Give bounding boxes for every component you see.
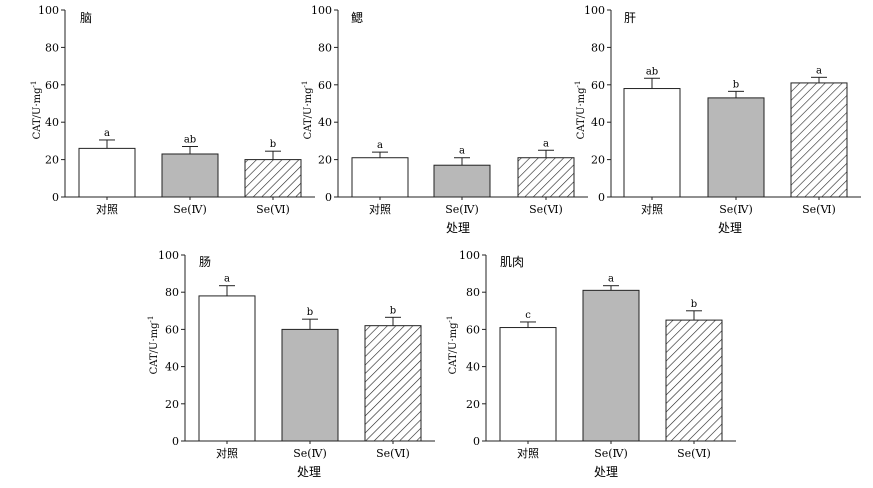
x-tick-label: 对照: [369, 202, 391, 216]
y-tick-label: 80: [591, 41, 605, 54]
panel-title: 鳃: [351, 11, 363, 25]
y-tick-label: 60: [165, 323, 179, 336]
y-axis-label: CAT/U·mg-1: [574, 81, 587, 140]
bar: [707, 97, 765, 198]
bar: [623, 88, 681, 198]
significance-label: ab: [646, 66, 658, 77]
x-tick-label: Se(Ⅵ): [677, 447, 711, 460]
bar: [281, 328, 339, 442]
bar: [364, 325, 422, 442]
x-tick-label: Se(Ⅵ): [529, 203, 563, 216]
y-axis-label: CAT/U·mg-1: [301, 81, 314, 140]
x-tick-label: Se(Ⅵ): [376, 447, 410, 460]
significance-label: a: [543, 138, 549, 149]
y-axis-label: CAT/U·mg-1: [147, 316, 160, 375]
x-tick-label: Se(Ⅳ): [293, 447, 327, 460]
x-tick-label: Se(Ⅳ): [445, 203, 479, 216]
significance-label: a: [816, 65, 822, 76]
y-tick-label: 0: [473, 435, 480, 448]
x-tick-label: Se(Ⅳ): [173, 203, 207, 216]
bar: [78, 147, 136, 198]
y-tick-label: 20: [45, 154, 59, 167]
bar: [665, 319, 723, 442]
significance-label: b: [307, 307, 313, 318]
bar: [582, 289, 640, 442]
y-tick-label: 40: [318, 116, 332, 129]
y-tick-label: 60: [318, 79, 332, 92]
y-tick-label: 0: [52, 191, 59, 204]
panel-gill: 鳃 CAT/U·mg-1 处理 0 20 40 60 80 100 a 对照 a Se(Ⅳ) a Se…: [301, 4, 588, 235]
x-tick-label: 对照: [216, 446, 238, 460]
y-tick-label: 0: [598, 191, 605, 204]
y-axis-label: CAT/U·mg-1: [446, 316, 459, 375]
x-axis-label: 处理: [446, 221, 470, 235]
panel-muscle: 肌肉 CAT/U·mg-1 处理 0 20 40 60 80 100 c 对照 a Se(Ⅳ) b S…: [446, 249, 736, 479]
significance-label: b: [733, 79, 739, 90]
y-tick-label: 40: [165, 361, 179, 374]
y-tick-label: 0: [325, 191, 332, 204]
x-axis-label: 处理: [594, 465, 618, 479]
bar: [198, 295, 256, 442]
bar: [517, 157, 575, 198]
y-tick-label: 40: [591, 116, 605, 129]
significance-label: c: [525, 310, 531, 321]
bar: [161, 153, 219, 198]
significance-label: ab: [184, 135, 196, 146]
y-tick-label: 60: [466, 323, 480, 336]
y-tick-label: 100: [459, 249, 480, 262]
y-tick-label: 80: [466, 286, 480, 299]
panel-title: 肌肉: [500, 255, 524, 269]
significance-label: a: [459, 146, 465, 157]
y-tick-label: 60: [591, 79, 605, 92]
x-tick-label: 对照: [517, 446, 539, 460]
y-tick-label: 60: [45, 79, 59, 92]
panel-liver: 肝 CAT/U·mg-1 处理 0 20 40 60 80 100 ab 对照 b Se(Ⅳ) a S…: [574, 4, 861, 235]
x-tick-label: 对照: [641, 202, 663, 216]
y-tick-label: 40: [466, 361, 480, 374]
y-tick-label: 40: [45, 116, 59, 129]
y-tick-label: 20: [318, 154, 332, 167]
significance-label: a: [377, 140, 383, 151]
significance-label: b: [270, 139, 276, 150]
bar: [433, 164, 491, 198]
bar: [499, 327, 557, 442]
bar: [790, 82, 848, 198]
y-tick-label: 100: [584, 4, 605, 17]
y-tick-label: 20: [466, 398, 480, 411]
x-tick-label: Se(Ⅳ): [594, 447, 628, 460]
y-axis-label: CAT/U·mg-1: [30, 81, 43, 140]
significance-label: a: [608, 274, 614, 285]
y-tick-label: 100: [311, 4, 332, 17]
y-tick-label: 80: [165, 286, 179, 299]
x-axis-label: 处理: [297, 465, 321, 479]
x-tick-label: 对照: [96, 202, 118, 216]
significance-label: b: [390, 305, 396, 316]
panel-intestine: 肠 CAT/U·mg-1 处理 0 20 40 60 80 100 a 对照 b Se(Ⅳ) b Se…: [147, 249, 435, 479]
significance-label: a: [104, 128, 110, 139]
y-tick-label: 20: [165, 398, 179, 411]
panel-title: 肝: [624, 11, 636, 25]
x-axis-label: 处理: [718, 221, 742, 235]
panel-title: 肠: [199, 255, 211, 269]
significance-label: b: [691, 299, 697, 310]
bar: [244, 159, 302, 198]
y-tick-label: 20: [591, 154, 605, 167]
y-tick-label: 100: [38, 4, 59, 17]
bar: [351, 157, 409, 198]
panel-brain: 脑 CAT/U·mg-1 0 20 40 60 80 100 a 对照 ab Se(Ⅳ) b Se(Ⅵ…: [30, 4, 315, 216]
x-tick-label: Se(Ⅵ): [256, 203, 290, 216]
significance-label: a: [224, 274, 230, 285]
y-tick-label: 80: [318, 41, 332, 54]
y-tick-label: 100: [158, 249, 179, 262]
x-tick-label: Se(Ⅳ): [719, 203, 753, 216]
y-tick-label: 0: [172, 435, 179, 448]
x-tick-label: Se(Ⅵ): [802, 203, 836, 216]
panel-title: 脑: [80, 11, 92, 25]
y-tick-label: 80: [45, 41, 59, 54]
